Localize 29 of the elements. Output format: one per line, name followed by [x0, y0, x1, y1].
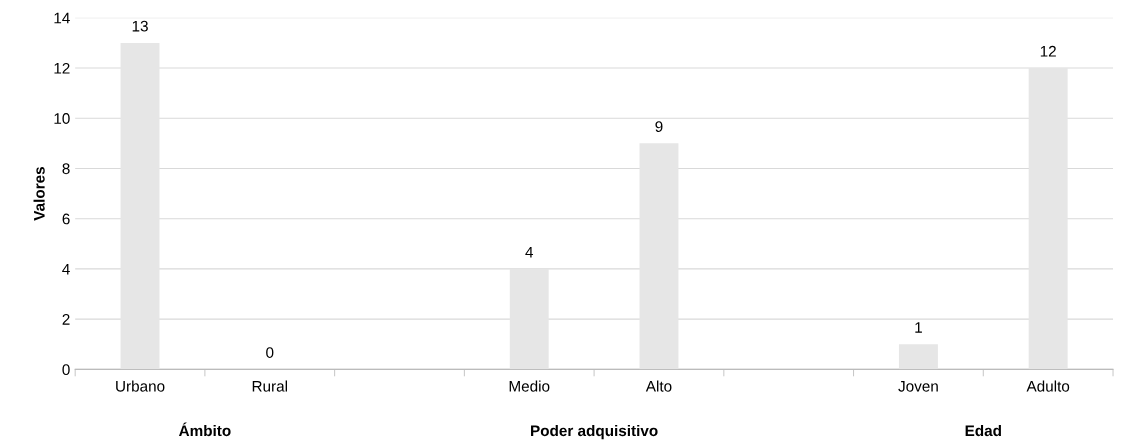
- x-tick-label: Urbano: [116, 380, 165, 392]
- data-label: 13: [132, 20, 148, 32]
- data-label: 9: [655, 121, 663, 132]
- y-tick-label: 0: [62, 364, 70, 376]
- x-tick-label: Rural: [252, 380, 287, 392]
- y-tick-label: 2: [62, 314, 70, 325]
- bar: [1028, 68, 1068, 370]
- x-tick-label: Adulto: [1026, 380, 1070, 392]
- data-label: 12: [1040, 45, 1056, 57]
- bar: [639, 143, 679, 370]
- y-axis-title: Valores: [33, 167, 45, 221]
- y-tick-label: 14: [54, 12, 70, 24]
- x-tick-label: Joven: [898, 381, 938, 392]
- x-tick-label: Medio: [509, 380, 550, 392]
- data-label: 0: [266, 347, 274, 358]
- x-tick-label: Alto: [645, 380, 672, 392]
- text: Ámbito: [178, 422, 231, 437]
- text: Edad: [965, 424, 1001, 437]
- bar: [898, 344, 938, 370]
- data-label: 1: [915, 322, 922, 333]
- y-tick-label: 4: [62, 263, 70, 275]
- y-tick-label: 6: [62, 213, 70, 225]
- y-tick-label: 12: [54, 62, 70, 74]
- text: Poder adquisitivo: [531, 424, 658, 440]
- bar: [120, 42, 160, 370]
- y-tick-label: 10: [54, 113, 70, 124]
- bar: [509, 268, 549, 370]
- y-tick-label: 8: [62, 163, 70, 175]
- data-label: 4: [525, 246, 534, 258]
